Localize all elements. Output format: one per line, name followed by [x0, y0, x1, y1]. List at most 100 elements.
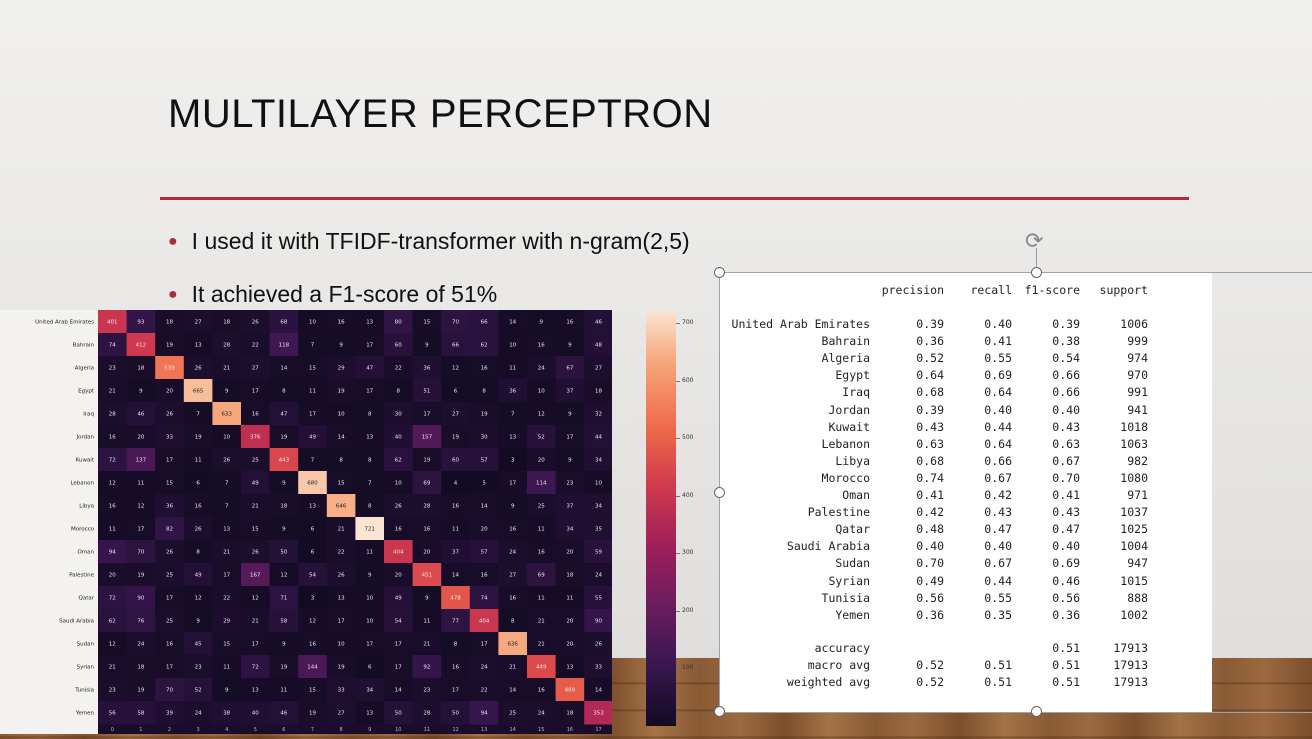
heatmap-cell-value: 28 [223, 343, 230, 349]
heatmap-cell-value: 24 [538, 366, 545, 372]
resize-handle-s[interactable] [1031, 706, 1042, 717]
heatmap-cell [183, 609, 213, 633]
heatmap-row-label: Saudi Arabia [59, 619, 94, 625]
heatmap-cell-value: 9 [568, 412, 572, 418]
confusion-matrix-heatmap[interactable]: United Arab Emirates 401 93 18 27 18 26 68 10 16 1… [0, 310, 612, 734]
heatmap-cell [212, 471, 242, 495]
bullet-2[interactable]: ● It achieved a F1-score of 51% [168, 281, 497, 308]
heatmap-cell [469, 379, 499, 403]
resize-handle-w[interactable] [714, 487, 725, 498]
heatmap-cell-value: 62 [395, 458, 402, 464]
heatmap-cell [584, 310, 612, 334]
heatmap-cell-value: 20 [566, 619, 573, 625]
heatmap-cell-value: 72 [252, 665, 259, 671]
heatmap-cell [126, 471, 156, 495]
heatmap-cell-value: 14 [452, 573, 459, 579]
resize-handle-sw[interactable] [714, 706, 725, 717]
heatmap-cell [384, 402, 414, 426]
heatmap-cell [555, 402, 585, 426]
heatmap-cell-value: 60 [395, 343, 402, 349]
report-row-col-4: 1037 [1120, 505, 1148, 520]
classification-report[interactable]: precision recall f1-score support United Ara… [720, 272, 1212, 712]
report-summary-row-col-0: macro avg [807, 658, 870, 673]
report-row-col-3: 0.63 [1052, 436, 1080, 451]
heatmap-cell [384, 678, 414, 702]
heatmap-cell [584, 402, 612, 426]
report-row-col-0: Libya [835, 453, 870, 468]
heatmap-cell-value: 20 [109, 573, 116, 579]
heatmap-cell-value: 69 [538, 573, 545, 579]
heatmap-cell [98, 701, 128, 725]
heatmap-cell-value: 11 [366, 550, 373, 556]
heatmap-cell [441, 655, 471, 679]
heatmap-cell-value: 47 [280, 412, 287, 418]
heatmap-cell [584, 448, 612, 472]
heatmap-cell-value: 22 [223, 596, 230, 602]
report-row-col-3: 0.36 [1052, 607, 1080, 622]
heatmap-cell [498, 448, 528, 472]
report-row-col-4: 1063 [1120, 436, 1148, 451]
heatmap-cell [469, 402, 499, 426]
report-row-col-0: Syrian [828, 573, 870, 588]
heatmap-cell-value: 15 [166, 481, 173, 487]
heatmap-col-label: 6 [282, 727, 285, 733]
heatmap-cell-value: 30 [395, 412, 402, 418]
report-row: Morocco 0.74 0.67 0.70 1080 [720, 471, 1212, 485]
heatmap-cell [412, 425, 442, 449]
heatmap-cell-value: 17 [366, 389, 373, 395]
report-row-col-2: 0.64 [984, 385, 1012, 400]
heatmap-cell [355, 356, 385, 380]
resize-handle-n[interactable] [1031, 267, 1042, 278]
heatmap-cell [412, 310, 442, 334]
bullet-1[interactable]: ● I used it with TFIDF-transformer with n… [168, 228, 690, 255]
report-row-col-2: 0.67 [984, 556, 1012, 571]
report-summary-row: accuracy 0.51 17913 [720, 641, 1212, 655]
heatmap-cell-value: 636 [507, 642, 518, 648]
heatmap-col-label: 16 [567, 727, 573, 733]
heatmap-cell [98, 609, 128, 633]
heatmap-cell [241, 701, 271, 725]
heatmap-cell [212, 586, 242, 610]
heatmap-cell [412, 701, 442, 725]
heatmap-cell [269, 333, 299, 357]
heatmap-cell [412, 563, 442, 587]
heatmap-cell-value: 27 [595, 366, 602, 372]
slide-title[interactable]: MULTILAYER PERCEPTRON [168, 92, 713, 136]
heatmap-cell-value: 72 [109, 596, 116, 602]
heatmap-cell-value: 3 [311, 596, 315, 602]
heatmap-cell [298, 540, 328, 564]
heatmap-cell [298, 471, 328, 495]
heatmap-cell [155, 655, 185, 679]
report-row-col-3: 0.54 [1052, 351, 1080, 366]
heatmap-cell-value: 18 [566, 573, 573, 579]
heatmap-cell-value: 17 [338, 619, 345, 625]
heatmap-cell-value: 25 [509, 711, 516, 717]
report-header-precision: precision [881, 283, 944, 297]
heatmap-cell-value: 24 [538, 711, 545, 717]
heatmap-cell-value: 93 [137, 320, 144, 326]
heatmap-cell-value: 14 [595, 688, 602, 694]
resize-handle-nw[interactable] [714, 267, 725, 278]
heatmap-cell [212, 425, 242, 449]
heatmap-cell [355, 402, 385, 426]
report-row-col-2: 0.43 [984, 505, 1012, 520]
heatmap-col-label: 5 [254, 727, 257, 733]
heatmap-cell-value: 17 [395, 642, 402, 648]
heatmap-cell [555, 494, 585, 518]
heatmap-cell [98, 586, 128, 610]
heatmap-cell [126, 333, 156, 357]
heatmap-cell-value: 9 [282, 642, 286, 648]
heatmap-cell [498, 701, 528, 725]
heatmap-cell-value: 74 [109, 343, 116, 349]
heatmap-cell-value: 22 [252, 343, 259, 349]
heatmap-cell [527, 356, 557, 380]
heatmap-cell [384, 471, 414, 495]
heatmap-cell-value: 6 [368, 665, 372, 671]
heatmap-cell [498, 632, 528, 656]
heatmap-cell [298, 678, 328, 702]
report-summary-row-col-2: 0.51 [984, 658, 1012, 673]
heatmap-cell [527, 563, 557, 587]
heatmap-cell [527, 425, 557, 449]
heatmap-cell-value: 62 [109, 619, 116, 625]
rotate-handle-icon[interactable]: ⟳ [1025, 229, 1044, 254]
